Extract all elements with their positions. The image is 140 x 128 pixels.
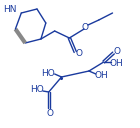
Text: HN: HN — [3, 6, 16, 14]
Text: O: O — [82, 23, 89, 31]
Text: HO: HO — [41, 68, 55, 77]
Text: O: O — [46, 109, 53, 118]
Text: OH: OH — [110, 58, 123, 67]
Text: HO: HO — [30, 86, 44, 94]
Text: O: O — [76, 50, 83, 58]
Text: OH: OH — [95, 71, 109, 79]
Text: O: O — [114, 47, 121, 56]
